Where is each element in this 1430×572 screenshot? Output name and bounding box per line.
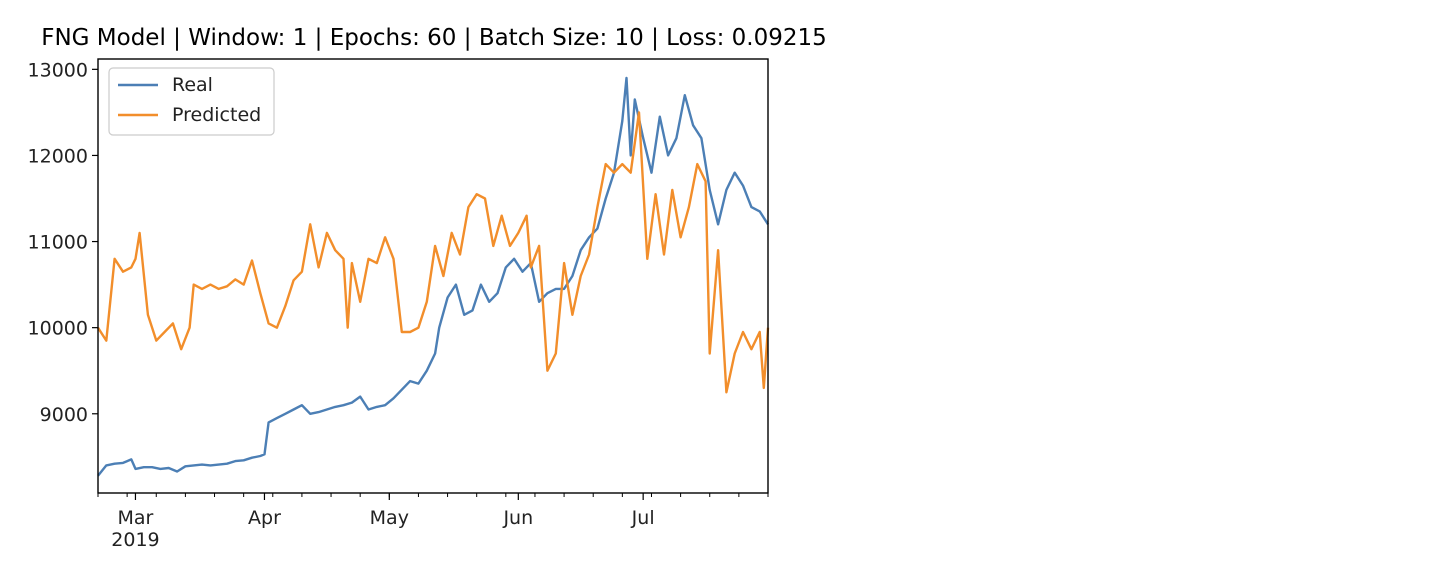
legend-label-real: Real [172, 74, 213, 96]
legend: Real Predicted [108, 67, 275, 136]
y-tick-label: 13000 [28, 59, 88, 81]
series-line-predicted [96, 111, 770, 394]
x-tick-label: Jul [631, 507, 655, 529]
y-tick-label: 11000 [28, 232, 88, 254]
x-tick-label: Mar [118, 507, 154, 529]
chart-title: FNG Model | Window: 1 | Epochs: 60 | Bat… [41, 25, 827, 51]
legend-label-predicted: Predicted [172, 104, 261, 126]
x-tick-label: May [370, 507, 409, 529]
y-tick-label: 12000 [28, 145, 88, 167]
series-line-real [97, 76, 770, 477]
y-axis: 9000 10000 11000 12000 13000 [28, 59, 98, 426]
x-tick-sublabel: 2019 [111, 529, 159, 551]
y-tick-label: 10000 [28, 318, 88, 340]
x-tick-label: Apr [248, 507, 281, 529]
plot-frame [97, 58, 769, 494]
series-layer [96, 76, 770, 477]
y-tick-label: 9000 [40, 404, 88, 426]
x-tick-label: Jun [502, 507, 533, 529]
